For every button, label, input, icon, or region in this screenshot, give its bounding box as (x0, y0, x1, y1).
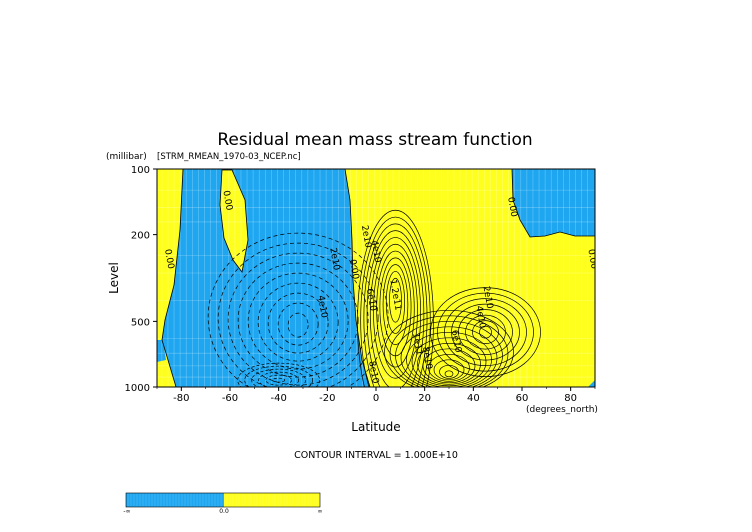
colorbar-label-min: -∞ (123, 508, 130, 515)
x-units: (degrees_north) (526, 405, 598, 415)
contour-line (265, 374, 293, 386)
contour-line (389, 315, 509, 387)
contour-line (479, 325, 492, 339)
contour-line (357, 209, 434, 387)
colorbar: -∞ 0.0 ∞ (123, 492, 323, 515)
contour-line (444, 370, 454, 378)
contour-line (428, 353, 470, 382)
y-tick-label: 500 (131, 317, 150, 328)
contour-line (247, 272, 349, 370)
contour-label: 8e10 (366, 360, 380, 384)
contour-label: 1e11 (410, 332, 424, 356)
contour-line (237, 362, 321, 387)
contour-label: 6e10 (364, 288, 378, 312)
grid (157, 169, 595, 387)
contour-line (287, 312, 309, 338)
x-tick-label: -60 (222, 393, 238, 404)
contour-line (389, 277, 402, 323)
contour-label: 0.00 (347, 259, 360, 281)
y-axis-label: Level (107, 262, 121, 294)
contour-line (360, 216, 431, 387)
contour-line (384, 309, 514, 387)
x-tick-label: 40 (467, 393, 480, 404)
colorbar-positive (224, 493, 320, 507)
y-axis-ticks: 100 200 500 1000 (125, 165, 157, 394)
zero-contour (219, 169, 249, 273)
x-axis-ticks: -80 -60 -40 -20 0 20 40 60 80 (156, 387, 596, 404)
contour-lines (157, 169, 595, 387)
contour-line (472, 320, 499, 344)
y-units: (millibar) (106, 152, 147, 162)
chart-subtitle: [STRM_RMEAN_1970-03_NCEP.nc] (157, 152, 301, 162)
x-tick-label: -20 (319, 393, 335, 404)
contour-label: 2e10 (359, 225, 373, 249)
contour-label: 8e10 (420, 346, 434, 370)
contour-line (417, 342, 481, 385)
x-axis-label: Latitude (351, 420, 400, 434)
contour-label: 2e10 (481, 285, 495, 309)
contour-line (422, 348, 476, 384)
contour-line (433, 359, 465, 381)
contour-line (237, 262, 359, 378)
y-tick-label: 200 (131, 231, 150, 242)
contour-line (382, 264, 409, 345)
contour-line (369, 237, 422, 387)
contour-label: 2e10 (327, 247, 341, 271)
colorbar-negative (126, 493, 224, 507)
contour-line (267, 292, 329, 354)
contour-line (430, 287, 541, 377)
contour-line (258, 371, 300, 387)
contour-label: 0.00 (220, 190, 233, 212)
contour-line (277, 302, 319, 346)
contour-line (400, 326, 498, 387)
contour-label: 4e10 (315, 295, 329, 319)
contour-label: 4e10 (473, 305, 487, 329)
x-tick-label: -40 (270, 393, 286, 404)
contour-line (451, 303, 520, 361)
contour-line (257, 282, 339, 362)
y-tick-label: 100 (131, 165, 150, 176)
contour-line (458, 309, 513, 355)
contour-label: 4e10 (369, 239, 383, 263)
contour-label: 0.00 (162, 248, 175, 270)
negative-corner (588, 380, 595, 387)
colorbar-label-max: ∞ (318, 508, 323, 515)
contour-line (207, 232, 389, 387)
contour-line (411, 337, 487, 387)
contour-line (366, 230, 425, 387)
contour-line (465, 314, 506, 350)
contour-line (272, 377, 286, 383)
contour-line (385, 271, 406, 334)
x-tick-label: 60 (516, 393, 529, 404)
positive-blob-south (220, 170, 248, 272)
contour-line (227, 252, 369, 386)
colorbar-label-zero: 0.0 (219, 508, 229, 515)
contour-line (444, 298, 527, 366)
contour-interval: CONTOUR INTERVAL = 1.000E+10 (294, 450, 458, 461)
contour-label: 0.00 (585, 248, 598, 270)
negative-region-north (512, 169, 595, 237)
zero-contour (511, 169, 595, 238)
x-tick-label: 80 (564, 393, 577, 404)
x-tick-label: 0 (373, 393, 379, 404)
contour-line (395, 320, 503, 387)
x-tick-label: 20 (418, 393, 431, 404)
contour-line (373, 243, 418, 379)
contour-line (376, 250, 415, 368)
zero-contour (157, 169, 371, 387)
contour-line (437, 292, 534, 372)
chart-title: Residual mean mass stream function (217, 130, 532, 150)
contour-line (363, 223, 428, 387)
contour-line (251, 368, 307, 387)
y-tick-label: 1000 (125, 383, 150, 394)
x-tick-label: -80 (173, 393, 189, 404)
contour-line (244, 365, 314, 387)
contour-label: 0.00 (505, 196, 518, 218)
contour-label: 6e10 (449, 329, 463, 353)
contour-line (217, 242, 379, 387)
